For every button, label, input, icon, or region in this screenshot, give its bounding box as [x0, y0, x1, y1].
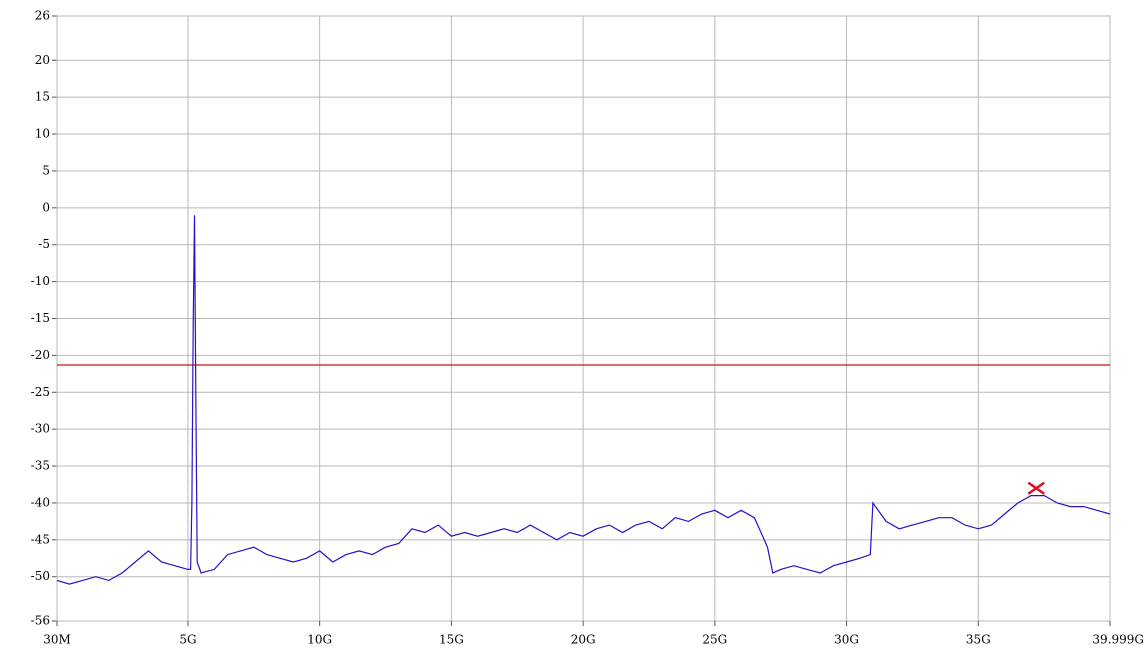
x-tick-label: 30M [43, 633, 71, 647]
x-tick-label: 25G [702, 633, 727, 647]
x-tick-label: 15G [439, 633, 464, 647]
y-tick-label: -40 [31, 495, 50, 509]
y-tick-label: -45 [31, 532, 50, 546]
x-tick-label: 39.999G [1092, 633, 1144, 647]
y-tick-label: -35 [31, 459, 50, 473]
y-tick-label: 15 [35, 90, 50, 104]
y-tick-label: 5 [42, 163, 50, 177]
y-tick-label: -25 [31, 385, 50, 399]
y-tick-label: -5 [38, 237, 50, 251]
x-tick-label: 20G [571, 633, 596, 647]
y-tick-label: -56 [31, 614, 50, 628]
trace-line [56, 215, 1111, 585]
y-tick-label: 26 [35, 9, 50, 23]
x-tick-label: 10G [307, 633, 332, 647]
y-tick-label: -20 [31, 348, 50, 362]
y-tick-label: 20 [35, 53, 50, 67]
x-tick-label: 5G [179, 633, 196, 647]
x-tick-label: 35G [966, 633, 991, 647]
y-tick-label: 10 [35, 127, 50, 141]
y-tick-label: -15 [31, 311, 50, 325]
marker-stroke [1027, 481, 1045, 495]
peak-marker [1027, 481, 1045, 495]
y-tick-label: -10 [31, 274, 50, 288]
x-tick-label: 30G [834, 633, 859, 647]
y-tick-label: -30 [31, 422, 50, 436]
y-tick-label: 0 [42, 200, 50, 214]
y-tick-label: -50 [31, 569, 50, 583]
